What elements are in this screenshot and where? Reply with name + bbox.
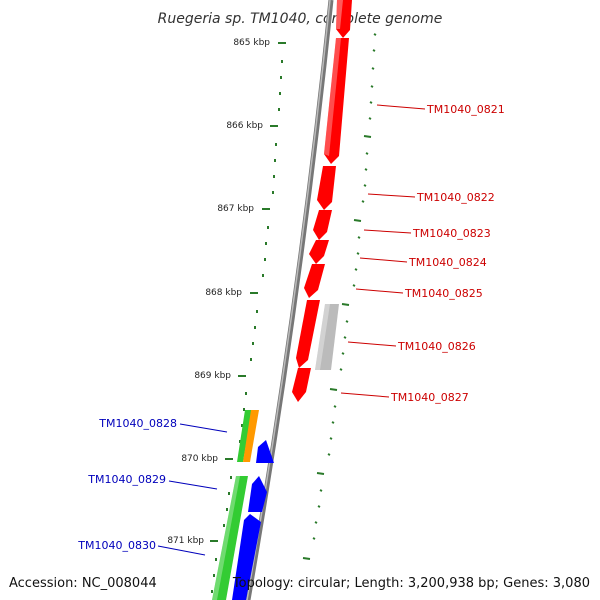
rna-features: [212, 410, 259, 600]
gene-label[interactable]: TM1040_0827: [390, 391, 469, 404]
major-tick: [353, 219, 362, 222]
rna-gene[interactable]: [212, 476, 248, 600]
gene-label[interactable]: TM1040_0821: [426, 103, 505, 116]
rna-gene[interactable]: [237, 410, 252, 462]
gene-arrow[interactable]: [292, 368, 311, 402]
leader-lines-left: [157, 423, 228, 556]
major-tick: [363, 135, 372, 138]
topology-text: Topology: circular; Length: 3,200,938 bp…: [232, 576, 590, 591]
leader-lines-right: [340, 104, 426, 398]
major-tick: [329, 388, 338, 391]
gene-arrow[interactable]: [317, 166, 336, 210]
major-tick: [316, 472, 325, 475]
major-tick: [302, 557, 311, 560]
gene-label[interactable]: TM1040_0824: [408, 256, 487, 269]
gene-label[interactable]: TM1040_0826: [397, 340, 476, 353]
major-tick: [341, 303, 350, 306]
kbp-label: 869 kbp: [194, 371, 231, 381]
map-title: Ruegeria sp. TM1040, complete genome: [158, 11, 443, 27]
gene-label[interactable]: TM1040_0823: [412, 227, 491, 240]
pseudo-gene[interactable]: [315, 304, 339, 370]
gene-arrow[interactable]: [313, 210, 332, 240]
forward-genes: [292, 0, 352, 402]
gene-label[interactable]: TM1040_0822: [416, 191, 495, 204]
gene-arrow[interactable]: [309, 240, 329, 264]
gene-arrow[interactable]: [232, 514, 261, 600]
reverse-genes: [232, 440, 274, 600]
misc-feature[interactable]: [243, 410, 259, 462]
accession-text: Accession: NC_008044: [9, 576, 157, 591]
gene-arrow[interactable]: [256, 440, 274, 463]
gene-arrow[interactable]: [324, 38, 349, 164]
gene-arrow[interactable]: [336, 0, 352, 38]
tick-track-left: [210, 42, 286, 593]
gene-label[interactable]: TM1040_0830: [77, 539, 156, 552]
kbp-label: 868 kbp: [205, 288, 242, 298]
genome-backbone: [245, 0, 334, 600]
gene-label[interactable]: TM1040_0825: [404, 287, 483, 300]
tick-track-right: [302, 33, 377, 560]
kbp-label: 866 kbp: [226, 121, 263, 131]
gene-arrow[interactable]: [296, 300, 320, 368]
gene-label[interactable]: TM1040_0828: [98, 417, 177, 430]
gene-arrow[interactable]: [304, 264, 325, 298]
kbp-label: 865 kbp: [233, 38, 270, 48]
kbp-label: 871 kbp: [167, 536, 204, 546]
gene-label[interactable]: TM1040_0829: [87, 473, 166, 486]
gene-arrow[interactable]: [248, 476, 267, 512]
kbp-label: 867 kbp: [217, 204, 254, 214]
kbp-label: 870 kbp: [181, 454, 218, 464]
